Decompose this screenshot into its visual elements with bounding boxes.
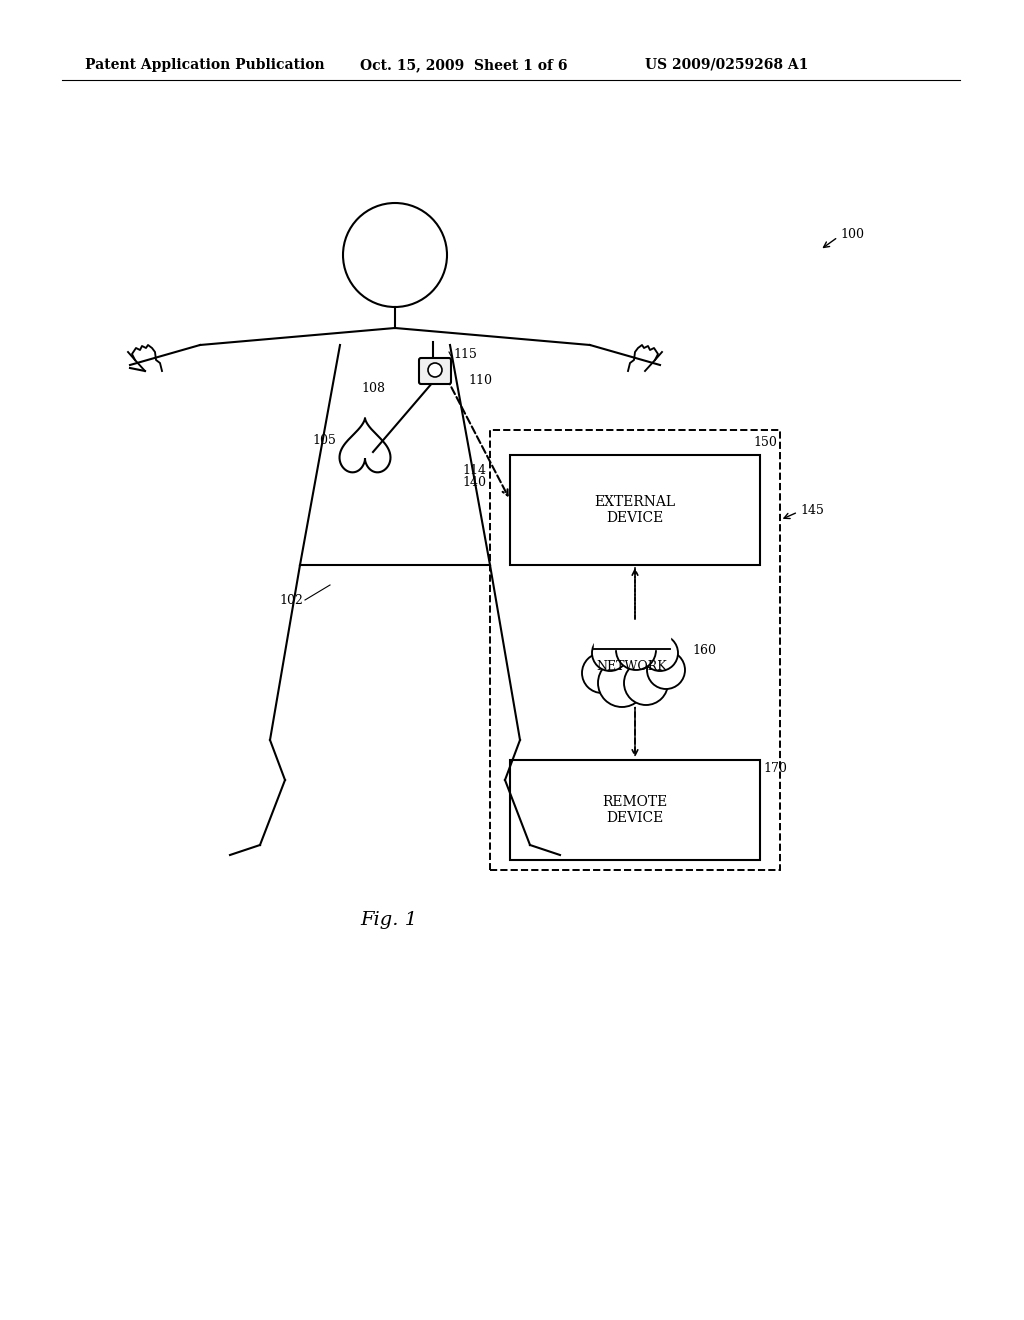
- Text: Oct. 15, 2009  Sheet 1 of 6: Oct. 15, 2009 Sheet 1 of 6: [360, 58, 567, 73]
- Bar: [490, 430, 780, 870]
- Text: 140: 140: [462, 477, 486, 490]
- Text: 100: 100: [840, 228, 864, 242]
- Text: 160: 160: [692, 644, 716, 657]
- Text: EXTERNAL
DEVICE: EXTERNAL DEVICE: [595, 495, 676, 525]
- Circle shape: [647, 651, 685, 689]
- Text: 108: 108: [361, 381, 385, 395]
- Text: NETWORK: NETWORK: [597, 660, 668, 673]
- Text: 110: 110: [468, 374, 492, 387]
- Circle shape: [642, 635, 678, 671]
- FancyBboxPatch shape: [419, 358, 451, 384]
- Text: Fig. 1: Fig. 1: [360, 911, 417, 929]
- Circle shape: [598, 659, 646, 708]
- Circle shape: [592, 635, 628, 671]
- Text: Patent Application Publication: Patent Application Publication: [85, 58, 325, 73]
- Text: REMOTE
DEVICE: REMOTE DEVICE: [602, 795, 668, 825]
- Circle shape: [624, 661, 668, 705]
- Text: 145: 145: [800, 503, 824, 516]
- Circle shape: [590, 623, 674, 708]
- Bar: [510, 760, 760, 861]
- Text: 102: 102: [280, 594, 303, 606]
- Text: 105: 105: [312, 433, 336, 446]
- Text: 170: 170: [763, 762, 786, 775]
- Circle shape: [428, 363, 442, 378]
- Circle shape: [616, 630, 656, 671]
- Circle shape: [582, 653, 622, 693]
- Bar: [510, 455, 760, 565]
- Text: 150: 150: [753, 436, 777, 449]
- Text: 115: 115: [453, 348, 477, 362]
- Text: 114: 114: [462, 463, 486, 477]
- Text: US 2009/0259268 A1: US 2009/0259268 A1: [645, 58, 808, 73]
